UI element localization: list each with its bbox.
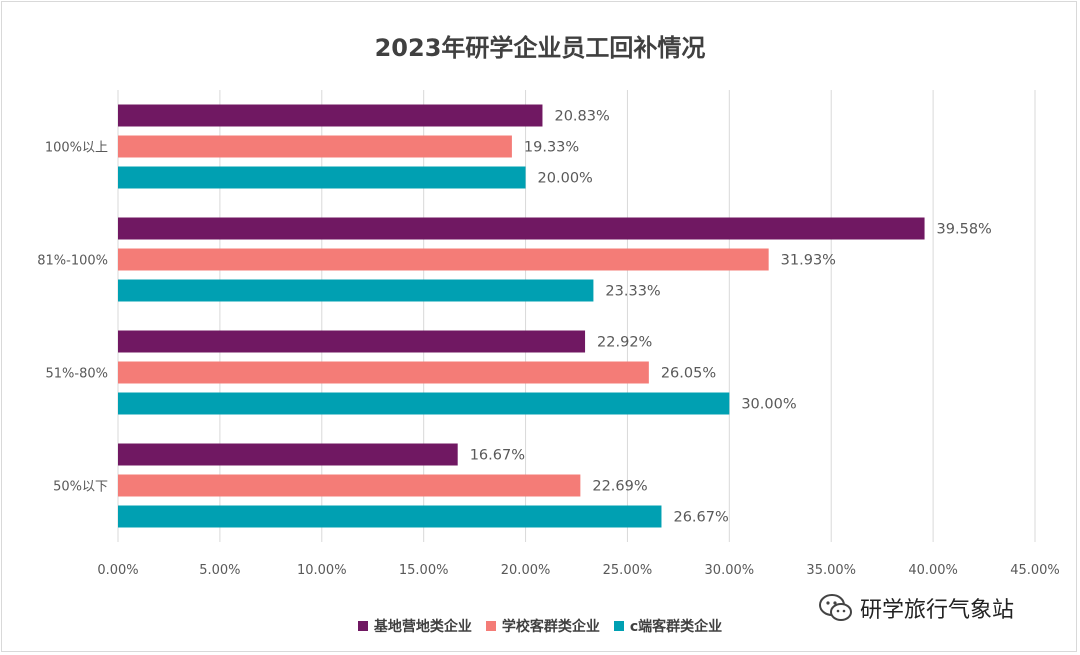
bar (118, 330, 586, 353)
legend-item: c端客群类企业 (613, 616, 723, 636)
data-label: 26.05% (661, 366, 716, 382)
bar (118, 166, 526, 189)
data-label: 20.00% (538, 171, 593, 187)
x-tick-label: 10.00% (297, 563, 347, 578)
wechat-icon (819, 594, 852, 621)
legend-label: c端客群类企业 (629, 619, 723, 635)
watermark-text: 研学旅行气象站 (860, 598, 1015, 623)
data-label: 22.69% (592, 479, 647, 495)
chart-title: 2023年研学企业员工回补情况 (374, 34, 706, 62)
data-label: 19.33% (524, 140, 579, 156)
data-label: 30.00% (741, 397, 796, 413)
x-tick-label: 30.00% (705, 563, 755, 578)
data-label: 26.67% (673, 510, 728, 526)
bar (118, 392, 730, 415)
legend: 基地营地类企业 学校客群类企业 c端客群类企业 (0, 616, 1080, 636)
category-label: 51%-80% (46, 367, 108, 382)
category-labels: 100%以上 81%-100% 51%-80% 50%以下 (37, 141, 108, 495)
x-tick-label: 45.00% (1010, 563, 1060, 578)
data-label: 22.92% (597, 335, 652, 351)
x-tick-label: 0.00% (97, 563, 138, 578)
x-tick-label: 15.00% (399, 563, 449, 578)
data-label: 16.67% (470, 448, 525, 464)
x-tick-label: 40.00% (908, 563, 958, 578)
category-label: 50%以下 (53, 480, 108, 495)
legend-label: 学校客群类企业 (501, 619, 600, 635)
tick-labels: 0.00% 5.00% 10.00% 15.00% 20.00% 25.00% 30.00%… (97, 563, 1059, 578)
data-labels: 20.83% 19.33% 20.00% 39.58% 31.93% 23.33% 22.9… (470, 109, 992, 526)
bar (118, 279, 594, 302)
bar (118, 361, 649, 384)
bar (118, 135, 512, 158)
legend-item: 基地营地类企业 (357, 616, 472, 636)
bar (118, 474, 581, 497)
legend-label: 基地营地类企业 (373, 619, 472, 635)
x-tick-label: 5.00% (199, 563, 240, 578)
x-tick-label: 20.00% (501, 563, 551, 578)
bar (118, 443, 458, 466)
data-label: 23.33% (605, 284, 660, 300)
category-label: 100%以上 (45, 141, 108, 156)
legend-item: 学校客群类企业 (485, 616, 600, 636)
x-tick-label: 35.00% (806, 563, 856, 578)
bar (118, 104, 543, 127)
bars (118, 104, 925, 528)
bar (118, 505, 662, 528)
category-label: 81%-100% (37, 254, 108, 269)
watermark: 研学旅行气象站 (818, 592, 1014, 624)
legend-swatch (485, 621, 496, 631)
data-label: 20.83% (554, 109, 609, 125)
grid-lines (117, 90, 1036, 542)
x-tick-label: 25.00% (603, 563, 653, 578)
data-label: 39.58% (937, 222, 992, 238)
bar (118, 217, 925, 240)
legend-swatch (613, 621, 624, 631)
data-label: 31.93% (781, 253, 836, 269)
bar (118, 248, 769, 271)
legend-swatch (357, 621, 368, 631)
